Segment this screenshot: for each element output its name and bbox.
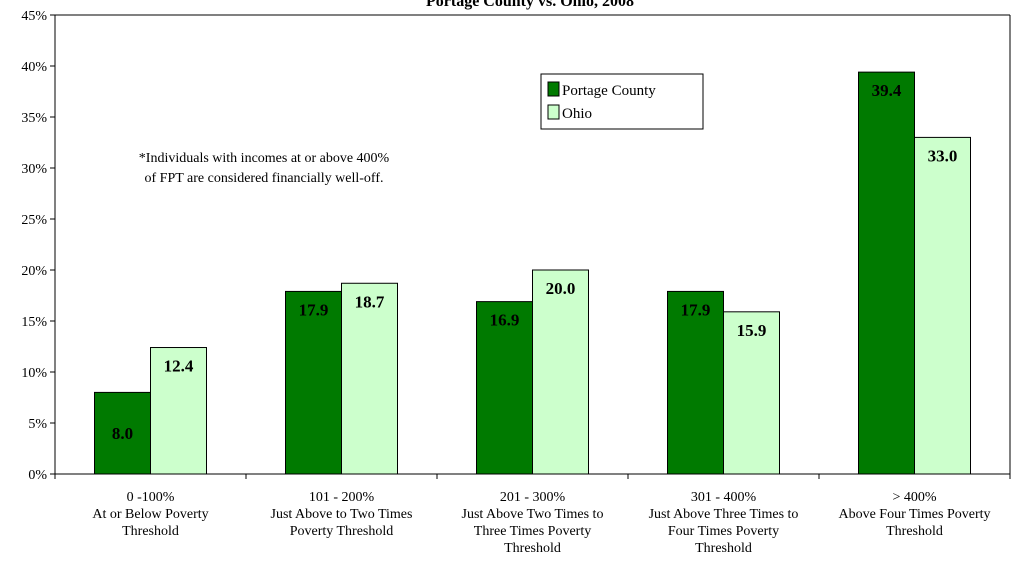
annotation-line: *Individuals with incomes at or above 40…: [139, 151, 390, 166]
category-label-line: 101 - 200%: [309, 490, 375, 505]
axes: 0% 5% 10% 15% 20% 25% 30% 35% 40% 45%: [21, 9, 1011, 483]
category-label-line: Threshold: [695, 541, 752, 556]
y-tick-label: 45%: [21, 9, 47, 24]
category-label: 0 -100% At or Below Poverty Threshold: [92, 490, 208, 539]
category-label-line: 301 - 400%: [691, 490, 757, 505]
category-label-line: Threshold: [886, 524, 943, 539]
bars: [94, 71, 971, 475]
category-label-line: Threshold: [122, 524, 179, 539]
data-label: 12.4: [164, 357, 194, 376]
data-label: 8.0: [112, 424, 133, 443]
category-label-line: Above Four Times Poverty: [838, 507, 990, 522]
category-label-line: At or Below Poverty: [92, 507, 208, 522]
data-label: 18.7: [355, 292, 385, 311]
category-label-line: Just Above Three Times to: [649, 507, 799, 522]
category-label-line: Just Above to Two Times: [271, 507, 413, 522]
data-label: 15.9: [737, 321, 767, 340]
legend-swatch: [547, 104, 560, 120]
bar-portage-county: [858, 71, 915, 475]
bar-ohio: [723, 311, 780, 475]
annotation-text: *Individuals with incomes at or above 40…: [139, 151, 390, 186]
category-label: > 400% Above Four Times Poverty Threshold: [838, 490, 990, 539]
legend-label: Portage County: [562, 83, 656, 99]
category-label-line: Four Times Poverty: [668, 524, 779, 539]
category-label-line: > 400%: [892, 490, 936, 505]
data-label: 17.9: [299, 300, 329, 319]
data-label: 16.9: [490, 311, 520, 330]
y-tick-label: 15%: [21, 315, 47, 330]
category-label-line: 201 - 300%: [500, 490, 566, 505]
category-label: 201 - 300% Just Above Two Times to Three T…: [462, 490, 604, 556]
bar-ohio: [150, 347, 207, 475]
bar-portage-county: [667, 290, 724, 475]
data-label: 39.4: [872, 81, 902, 100]
category-label: 101 - 200% Just Above to Two Times Poverty…: [271, 490, 413, 539]
bar-portage-county: [285, 290, 342, 475]
y-tick-label: 20%: [21, 264, 47, 279]
bar-ohio: [341, 282, 398, 475]
bar-portage-county: [476, 301, 533, 475]
annotation: *Individuals with incomes at or above 40…: [139, 151, 390, 186]
y-tick-label: 5%: [28, 417, 47, 432]
y-tick-label: 35%: [21, 111, 47, 126]
y-tick-label: 25%: [21, 213, 47, 228]
category-label: 301 - 400% Just Above Three Times to Four …: [649, 490, 799, 556]
legend-swatch: [547, 81, 560, 97]
data-labels: 8.0 12.4 17.9 18.7 16.9 20.0 17.9 15.9 39.4 33.0: [112, 81, 958, 443]
y-tick-label: 40%: [21, 60, 47, 75]
bar-portage-county: [94, 391, 151, 475]
legend-label: Ohio: [562, 106, 592, 122]
bar-ohio: [532, 269, 589, 475]
category-label-line: Three Times Poverty: [474, 524, 591, 539]
category-label-line: Threshold: [504, 541, 561, 556]
category-label-line: Just Above Two Times to: [462, 507, 604, 522]
annotation-line: of FPT are considered financially well-o…: [145, 171, 384, 186]
legend-box: [540, 73, 704, 130]
category-label-line: 0 -100%: [127, 490, 175, 505]
category-label-line: Poverty Threshold: [290, 524, 394, 539]
y-tick-label: 10%: [21, 366, 47, 381]
bar-ohio: [914, 136, 971, 475]
y-tick-label: 0%: [28, 468, 47, 483]
data-label: 17.9: [681, 300, 711, 319]
y-tick-label: 30%: [21, 162, 47, 177]
legend: Portage County Ohio: [540, 73, 704, 130]
chart-title: Portage County vs. Ohio, 2008: [426, 0, 634, 10]
category-labels: 0 -100% At or Below Poverty Threshold 101 -…: [92, 490, 990, 556]
data-label: 20.0: [546, 279, 576, 298]
data-label: 33.0: [928, 146, 958, 165]
